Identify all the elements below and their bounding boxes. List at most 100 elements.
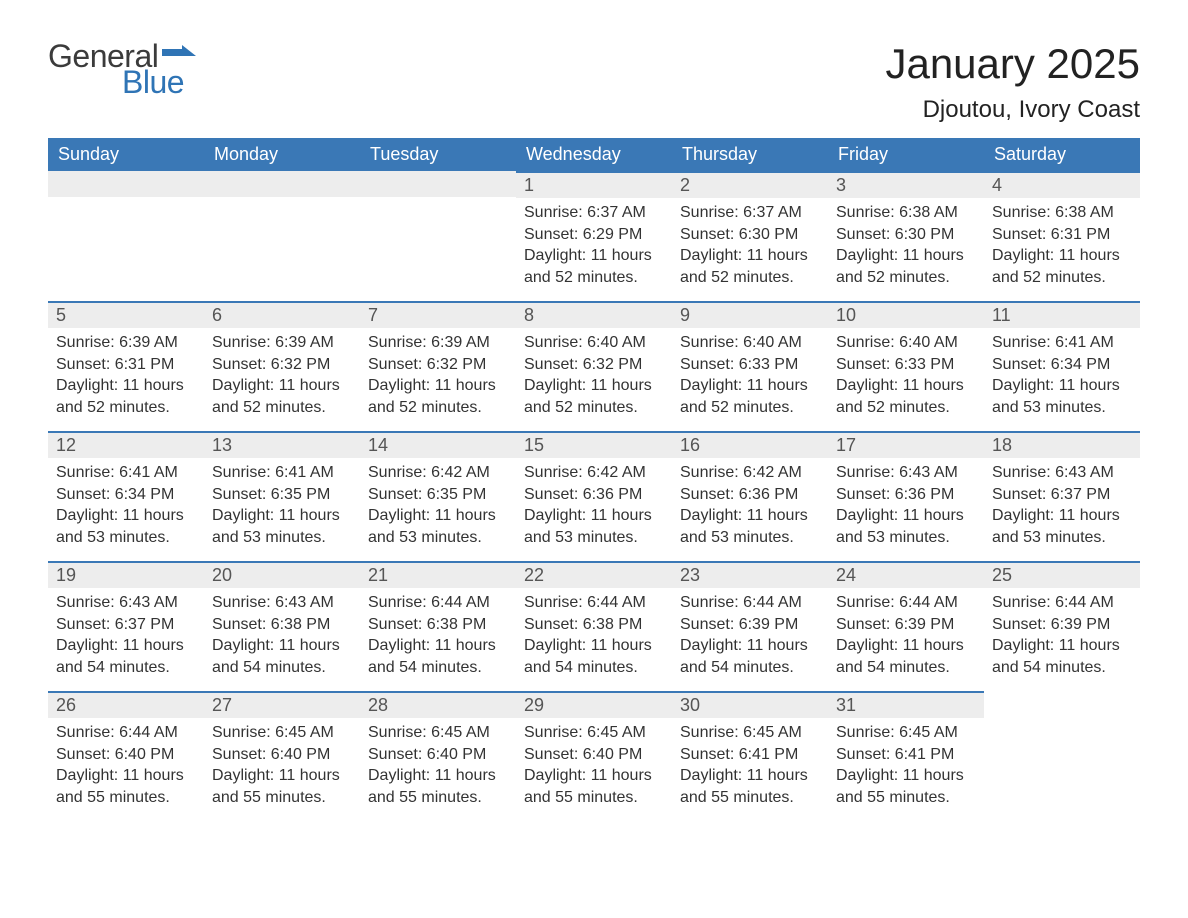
calendar-day-cell: 9Sunrise: 6:40 AMSunset: 6:33 PMDaylight…	[672, 301, 828, 431]
daylight-line: Daylight: 11 hours and 52 minutes.	[524, 245, 664, 288]
calendar-day-cell: 14Sunrise: 6:42 AMSunset: 6:35 PMDayligh…	[360, 431, 516, 561]
sunrise-line: Sunrise: 6:42 AM	[524, 462, 664, 484]
day-number: 3	[828, 171, 984, 198]
logo: General Blue	[48, 40, 196, 98]
day-number: 8	[516, 301, 672, 328]
sunset-line: Sunset: 6:40 PM	[524, 744, 664, 766]
day-details: Sunrise: 6:44 AMSunset: 6:39 PMDaylight:…	[828, 588, 984, 686]
calendar-day-cell: 27Sunrise: 6:45 AMSunset: 6:40 PMDayligh…	[204, 691, 360, 821]
calendar-day-cell: 31Sunrise: 6:45 AMSunset: 6:41 PMDayligh…	[828, 691, 984, 821]
day-details: Sunrise: 6:43 AMSunset: 6:37 PMDaylight:…	[984, 458, 1140, 556]
day-number: 12	[48, 431, 204, 458]
calendar-day-cell: 2Sunrise: 6:37 AMSunset: 6:30 PMDaylight…	[672, 171, 828, 301]
day-number: 28	[360, 691, 516, 718]
daylight-line: Daylight: 11 hours and 55 minutes.	[56, 765, 196, 808]
calendar-day-cell: 11Sunrise: 6:41 AMSunset: 6:34 PMDayligh…	[984, 301, 1140, 431]
daylight-line: Daylight: 11 hours and 53 minutes.	[836, 505, 976, 548]
calendar-day-cell: 23Sunrise: 6:44 AMSunset: 6:39 PMDayligh…	[672, 561, 828, 691]
sunset-line: Sunset: 6:38 PM	[212, 614, 352, 636]
day-number: 21	[360, 561, 516, 588]
sunrise-line: Sunrise: 6:42 AM	[680, 462, 820, 484]
sunrise-line: Sunrise: 6:37 AM	[524, 202, 664, 224]
day-number: 25	[984, 561, 1140, 588]
sunset-line: Sunset: 6:35 PM	[368, 484, 508, 506]
calendar-week-row: 12Sunrise: 6:41 AMSunset: 6:34 PMDayligh…	[48, 431, 1140, 561]
day-details: Sunrise: 6:45 AMSunset: 6:41 PMDaylight:…	[672, 718, 828, 816]
day-number: 26	[48, 691, 204, 718]
sunrise-line: Sunrise: 6:38 AM	[836, 202, 976, 224]
day-number: 15	[516, 431, 672, 458]
calendar-table: SundayMondayTuesdayWednesdayThursdayFrid…	[48, 138, 1140, 821]
calendar-empty-cell	[48, 171, 204, 301]
daylight-line: Daylight: 11 hours and 54 minutes.	[212, 635, 352, 678]
sunset-line: Sunset: 6:37 PM	[56, 614, 196, 636]
sunrise-line: Sunrise: 6:41 AM	[212, 462, 352, 484]
daylight-line: Daylight: 11 hours and 55 minutes.	[368, 765, 508, 808]
sunset-line: Sunset: 6:30 PM	[836, 224, 976, 246]
sunrise-line: Sunrise: 6:39 AM	[368, 332, 508, 354]
calendar-day-cell: 20Sunrise: 6:43 AMSunset: 6:38 PMDayligh…	[204, 561, 360, 691]
sunrise-line: Sunrise: 6:44 AM	[524, 592, 664, 614]
daylight-line: Daylight: 11 hours and 53 minutes.	[524, 505, 664, 548]
weekday-header: Wednesday	[516, 138, 672, 171]
day-number: 27	[204, 691, 360, 718]
sunset-line: Sunset: 6:32 PM	[368, 354, 508, 376]
calendar-day-cell: 8Sunrise: 6:40 AMSunset: 6:32 PMDaylight…	[516, 301, 672, 431]
weekday-header: Friday	[828, 138, 984, 171]
day-details: Sunrise: 6:39 AMSunset: 6:31 PMDaylight:…	[48, 328, 204, 426]
day-number: 5	[48, 301, 204, 328]
sunrise-line: Sunrise: 6:44 AM	[368, 592, 508, 614]
day-number: 23	[672, 561, 828, 588]
calendar-day-cell: 29Sunrise: 6:45 AMSunset: 6:40 PMDayligh…	[516, 691, 672, 821]
sunset-line: Sunset: 6:33 PM	[680, 354, 820, 376]
daylight-line: Daylight: 11 hours and 53 minutes.	[212, 505, 352, 548]
calendar-day-cell: 13Sunrise: 6:41 AMSunset: 6:35 PMDayligh…	[204, 431, 360, 561]
sunrise-line: Sunrise: 6:45 AM	[836, 722, 976, 744]
sunset-line: Sunset: 6:33 PM	[836, 354, 976, 376]
day-details: Sunrise: 6:43 AMSunset: 6:36 PMDaylight:…	[828, 458, 984, 556]
day-details: Sunrise: 6:42 AMSunset: 6:36 PMDaylight:…	[672, 458, 828, 556]
day-details: Sunrise: 6:45 AMSunset: 6:40 PMDaylight:…	[516, 718, 672, 816]
day-details: Sunrise: 6:42 AMSunset: 6:35 PMDaylight:…	[360, 458, 516, 556]
sunset-line: Sunset: 6:32 PM	[524, 354, 664, 376]
calendar-day-cell: 21Sunrise: 6:44 AMSunset: 6:38 PMDayligh…	[360, 561, 516, 691]
sunset-line: Sunset: 6:38 PM	[368, 614, 508, 636]
day-number: 20	[204, 561, 360, 588]
day-details: Sunrise: 6:39 AMSunset: 6:32 PMDaylight:…	[204, 328, 360, 426]
sunrise-line: Sunrise: 6:44 AM	[680, 592, 820, 614]
calendar-day-cell: 16Sunrise: 6:42 AMSunset: 6:36 PMDayligh…	[672, 431, 828, 561]
sunset-line: Sunset: 6:40 PM	[368, 744, 508, 766]
day-number: 22	[516, 561, 672, 588]
day-details: Sunrise: 6:41 AMSunset: 6:34 PMDaylight:…	[984, 328, 1140, 426]
weekday-header: Monday	[204, 138, 360, 171]
daylight-line: Daylight: 11 hours and 52 minutes.	[836, 245, 976, 288]
day-number: 14	[360, 431, 516, 458]
sunset-line: Sunset: 6:36 PM	[680, 484, 820, 506]
calendar-header-row: SundayMondayTuesdayWednesdayThursdayFrid…	[48, 138, 1140, 171]
day-number: 2	[672, 171, 828, 198]
daylight-line: Daylight: 11 hours and 52 minutes.	[524, 375, 664, 418]
daylight-line: Daylight: 11 hours and 55 minutes.	[680, 765, 820, 808]
sunrise-line: Sunrise: 6:39 AM	[56, 332, 196, 354]
day-details: Sunrise: 6:43 AMSunset: 6:37 PMDaylight:…	[48, 588, 204, 686]
sunset-line: Sunset: 6:31 PM	[992, 224, 1132, 246]
day-details: Sunrise: 6:44 AMSunset: 6:40 PMDaylight:…	[48, 718, 204, 816]
day-number: 11	[984, 301, 1140, 328]
sunrise-line: Sunrise: 6:43 AM	[992, 462, 1132, 484]
daylight-line: Daylight: 11 hours and 52 minutes.	[836, 375, 976, 418]
sunrise-line: Sunrise: 6:45 AM	[524, 722, 664, 744]
sunrise-line: Sunrise: 6:41 AM	[56, 462, 196, 484]
day-details: Sunrise: 6:40 AMSunset: 6:32 PMDaylight:…	[516, 328, 672, 426]
day-details: Sunrise: 6:45 AMSunset: 6:40 PMDaylight:…	[360, 718, 516, 816]
daylight-line: Daylight: 11 hours and 53 minutes.	[680, 505, 820, 548]
calendar-day-cell: 12Sunrise: 6:41 AMSunset: 6:34 PMDayligh…	[48, 431, 204, 561]
daylight-line: Daylight: 11 hours and 52 minutes.	[680, 375, 820, 418]
sunset-line: Sunset: 6:36 PM	[524, 484, 664, 506]
weekday-header: Thursday	[672, 138, 828, 171]
sunrise-line: Sunrise: 6:44 AM	[992, 592, 1132, 614]
calendar-day-cell: 19Sunrise: 6:43 AMSunset: 6:37 PMDayligh…	[48, 561, 204, 691]
sunrise-line: Sunrise: 6:43 AM	[56, 592, 196, 614]
calendar-day-cell: 26Sunrise: 6:44 AMSunset: 6:40 PMDayligh…	[48, 691, 204, 821]
sunrise-line: Sunrise: 6:44 AM	[56, 722, 196, 744]
weekday-header: Sunday	[48, 138, 204, 171]
